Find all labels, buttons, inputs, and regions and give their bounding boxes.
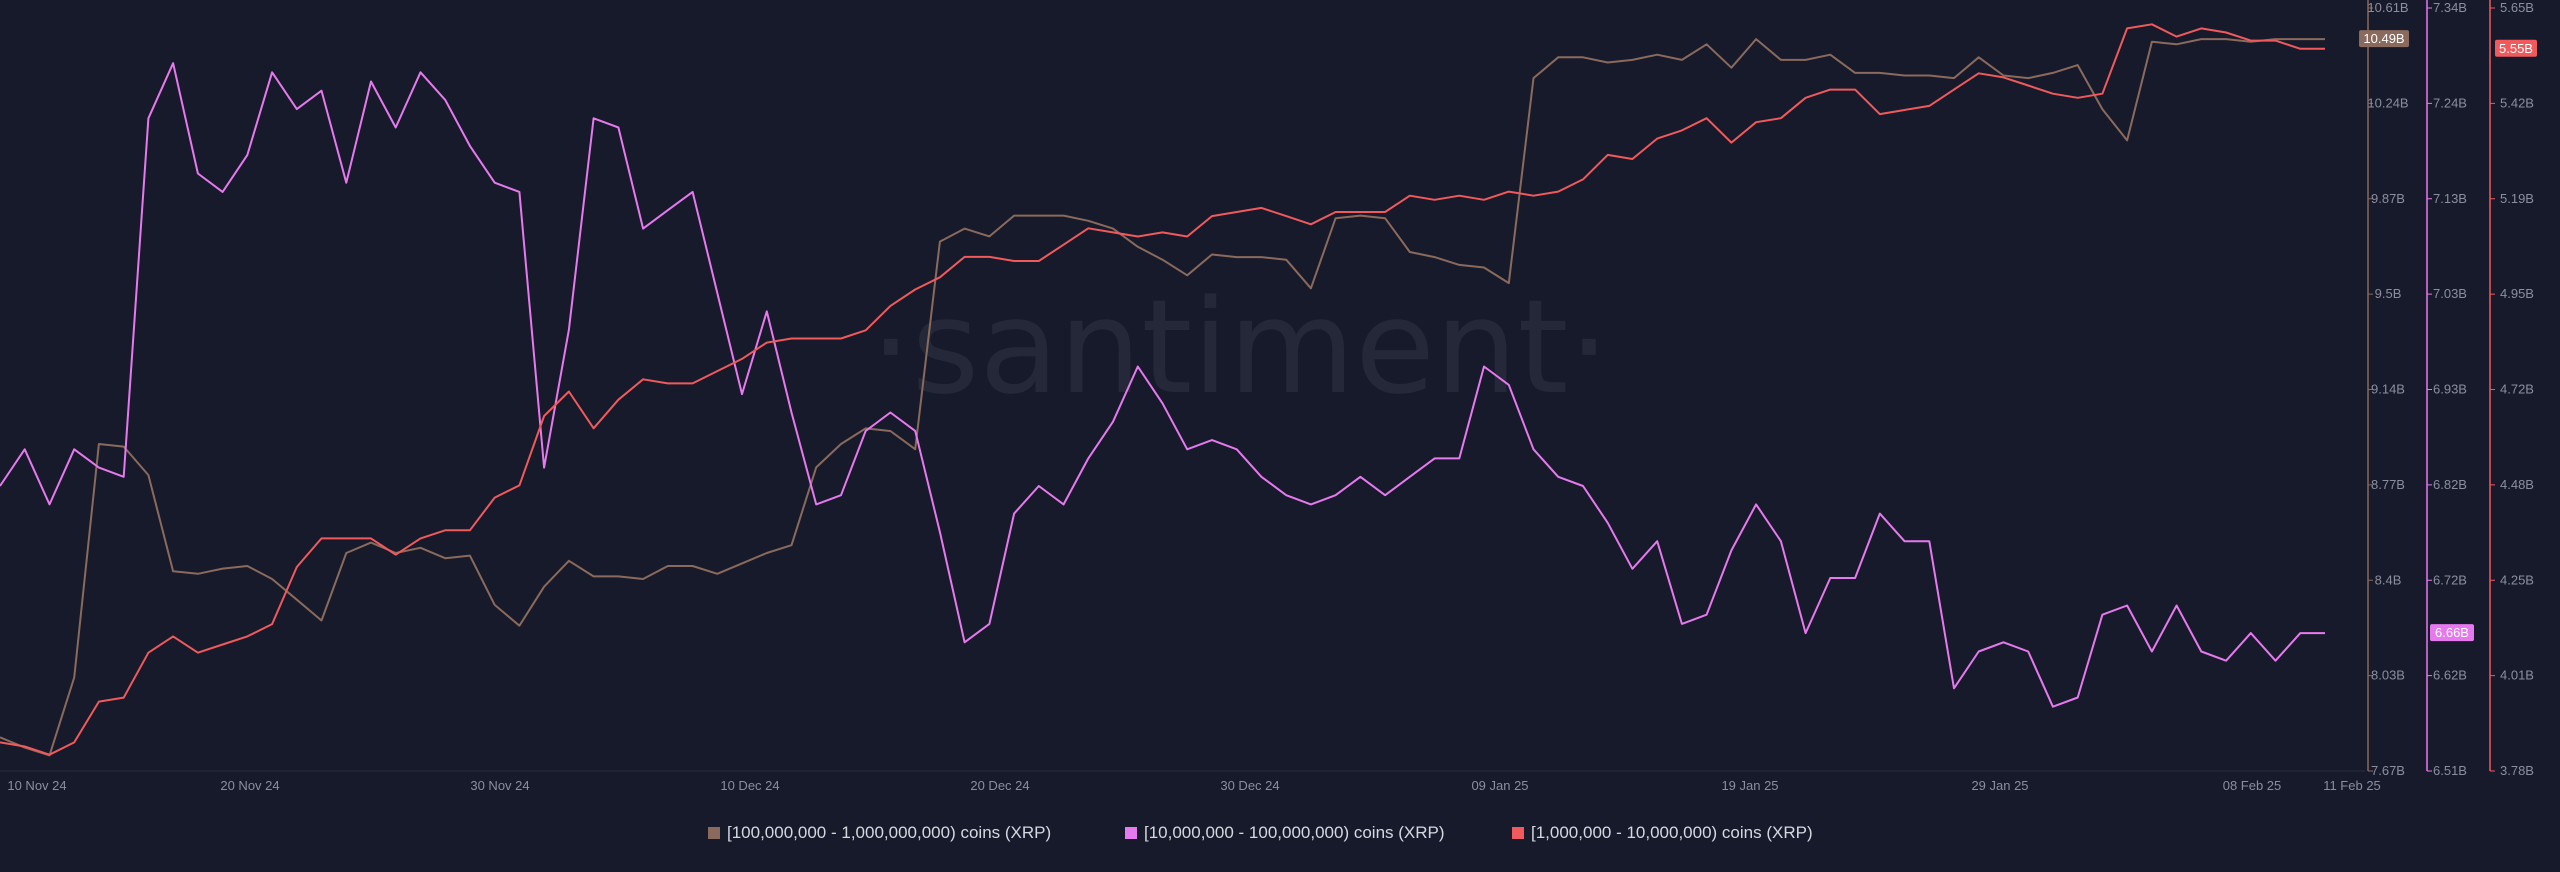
badge-label: 10.49B [2363,31,2404,46]
y-tick-label: 6.51B [2433,763,2467,778]
last-value-badge-red: 5.55B [2495,39,2537,57]
legend-item-brown[interactable]: [100,000,000 - 1,000,000,000) coins (XRP… [708,823,1051,842]
y-tick-label: 4.25B [2500,572,2534,587]
legend[interactable]: [100,000,000 - 1,000,000,000) coins (XRP… [708,823,1813,842]
y-tick-label: 7.03B [2433,286,2467,301]
last-value-badge-pink: 6.66B [2430,624,2474,642]
badge-bg [2430,624,2474,642]
legend-swatch [1125,827,1137,839]
y-tick-label: 6.72B [2433,572,2467,587]
y-axes: 10.61B 10.24B 9.87B 9.5B 9.14B 8.77B 8.4B 8.03B… [2367,0,2534,778]
badge-label: 5.55B [2499,41,2533,56]
x-tick-label: 20 Nov 24 [220,778,279,793]
y-tick-label: 5.19B [2500,191,2534,206]
y-tick-label: 8.4B [2375,572,2402,587]
y-tick-label: 5.42B [2500,95,2534,110]
y-tick-label: 7.24B [2433,95,2467,110]
y-tick-label: 7.67B [2371,763,2405,778]
y-tick-label: 3.78B [2500,763,2534,778]
legend-swatch [708,827,720,839]
y-tick-label: 8.77B [2371,477,2405,492]
y-tick-label: 4.48B [2500,477,2534,492]
legend-label: [1,000,000 - 10,000,000) coins (XRP) [1531,823,1813,842]
legend-item-red[interactable]: [1,000,000 - 10,000,000) coins (XRP) [1512,823,1813,842]
y-tick-label: 7.34B [2433,0,2467,15]
watermark: ·santiment· [870,271,1610,423]
x-tick-label: 11 Feb 25 [2323,778,2381,793]
x-tick-label: 08 Feb 25 [2223,778,2282,793]
value-badges: 10.49B 6.66B 5.55B [2359,30,2537,642]
y-tick-label: 6.62B [2433,668,2467,683]
series-lines [0,23,2325,757]
badge-label: 6.66B [2435,625,2469,640]
legend-label: [10,000,000 - 100,000,000) coins (XRP) [1144,823,1445,842]
legend-label: [100,000,000 - 1,000,000,000) coins (XRP… [727,823,1051,842]
y-tick-label: 6.82B [2433,477,2467,492]
badge-bg [2495,39,2537,57]
y-tick-label: 4.72B [2500,382,2534,397]
y-tick-label: 10.24B [2367,95,2408,110]
x-tick-label: 20 Dec 24 [970,778,1029,793]
last-value-badge-brown: 10.49B [2359,30,2409,48]
x-tick-label: 30 Nov 24 [470,778,529,793]
series-line-pink [0,62,2325,708]
x-tick-label: 29 Jan 25 [1971,778,2028,793]
y-tick-label: 9.5B [2375,286,2402,301]
y-tick-label: 8.03B [2371,668,2405,683]
x-tick-label: 09 Jan 25 [1471,778,1528,793]
y-tick-label: 4.95B [2500,286,2534,301]
y-tick-label: 5.65B [2500,0,2534,15]
y-tick-label: 9.14B [2371,382,2405,397]
x-tick-label: 10 Dec 24 [720,778,779,793]
legend-item-pink[interactable]: [10,000,000 - 100,000,000) coins (XRP) [1125,823,1445,842]
y-tick-label: 10.61B [2367,0,2408,15]
x-tick-label: 30 Dec 24 [1220,778,1279,793]
y-tick-label: 9.87B [2371,191,2405,206]
y-tick-label: 4.01B [2500,668,2534,683]
y-tick-label: 6.93B [2433,382,2467,397]
x-tick-label: 10 Nov 24 [7,778,66,793]
x-tick-label: 19 Jan 25 [1721,778,1778,793]
series-line-red [0,23,2325,756]
x-axis: 10 Nov 24 20 Nov 24 30 Nov 24 10 Dec 24 20 D… [0,770,2381,793]
badge-bg [2359,30,2409,48]
legend-swatch [1512,827,1524,839]
y-tick-label: 7.13B [2433,191,2467,206]
